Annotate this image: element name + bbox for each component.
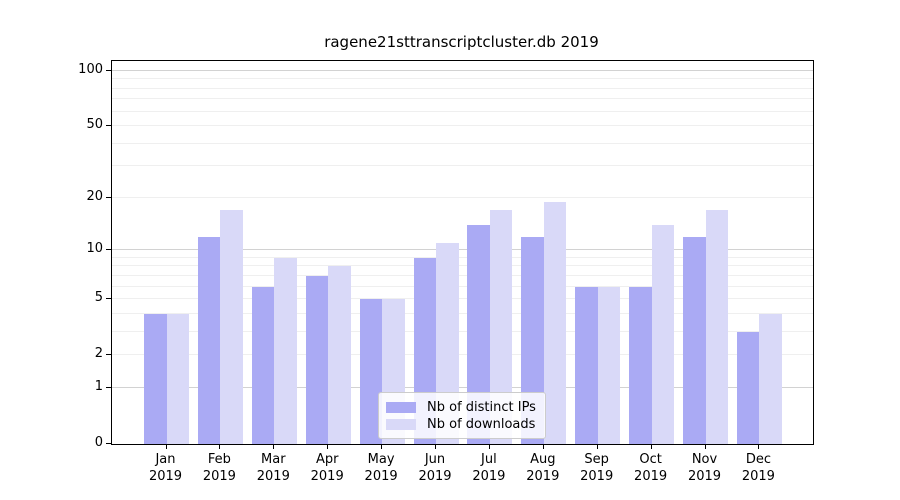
x-tick-label: Sep 2019 <box>580 452 614 484</box>
x-tick-label: Jul 2019 <box>472 452 506 484</box>
y-tick-mark <box>106 354 111 356</box>
gridline-minor <box>112 312 813 314</box>
x-tick-label: Apr 2019 <box>310 452 344 484</box>
y-tick-label: 0 <box>94 435 103 450</box>
legend-item-downloads: Nb of downloads <box>386 416 536 432</box>
gridline-minor <box>112 142 813 144</box>
bars-layer <box>112 61 813 444</box>
y-tick-label: 100 <box>78 61 103 77</box>
y-tick-mark <box>106 386 111 388</box>
bar-downloads-apr <box>328 266 351 444</box>
gridline-minor <box>112 78 813 80</box>
legend-swatch-distinct-ips-icon <box>386 401 416 413</box>
gridlines-layer <box>112 61 813 444</box>
legend-swatch-downloads-icon <box>386 418 416 430</box>
bar-distinct-ips-may <box>359 299 383 444</box>
x-tick-mark <box>165 444 167 449</box>
gridline-major <box>112 69 813 71</box>
x-tick-label: May 2019 <box>364 452 398 484</box>
x-tick-mark <box>488 444 490 449</box>
x-tick-mark <box>542 444 544 449</box>
bar-distinct-ips-apr <box>305 275 329 444</box>
y-tick-label: 5 <box>94 290 103 306</box>
gridline-minor <box>112 298 813 300</box>
chart-title: ragene21sttranscriptcluster.db 2019 <box>324 33 599 51</box>
gridline-major <box>112 386 813 388</box>
y-tick-label: 20 <box>86 188 103 204</box>
bar-distinct-ips-nov <box>683 236 706 444</box>
gridline-minor <box>112 354 813 356</box>
y-tick-label: 50 <box>86 117 103 133</box>
bar-downloads-oct <box>651 225 675 444</box>
bar-distinct-ips-jul <box>467 225 490 444</box>
bar-distinct-ips-oct <box>629 286 652 444</box>
bar-distinct-ips-dec <box>736 331 760 444</box>
x-tick-mark <box>758 444 760 449</box>
gridline-minor <box>112 330 813 332</box>
x-tick-mark <box>327 444 329 449</box>
y-tick-label: 2 <box>94 346 103 362</box>
gridline-minor <box>112 285 813 287</box>
x-tick-mark <box>381 444 383 449</box>
x-tick-mark <box>704 444 706 449</box>
gridline-minor <box>112 165 813 167</box>
x-tick-label: Oct 2019 <box>634 452 668 484</box>
bar-downloads-dec <box>759 313 782 444</box>
x-tick-label: Jan 2019 <box>148 452 183 484</box>
gridline-minor <box>112 196 813 198</box>
x-tick-label: Nov 2019 <box>687 452 722 484</box>
bar-downloads-jan <box>166 313 189 444</box>
bar-downloads-nov <box>705 210 728 444</box>
x-tick-mark <box>435 444 436 449</box>
x-tick-label: Dec 2019 <box>741 452 775 484</box>
x-tick-mark <box>596 444 598 449</box>
bar-downloads-mar <box>274 257 297 444</box>
gridline-minor <box>112 98 813 100</box>
bar-downloads-sep <box>597 286 621 444</box>
x-tick-label: Jun 2019 <box>418 452 452 484</box>
y-tick-mark <box>106 125 111 127</box>
bar-distinct-ips-mar <box>251 286 275 444</box>
x-tick-label: Aug 2019 <box>526 452 560 484</box>
x-tick-mark <box>273 444 275 449</box>
bar-distinct-ips-sep <box>575 286 598 444</box>
gridline-minor <box>112 256 813 258</box>
legend-item-distinct-ips: Nb of distinct IPs <box>386 399 536 415</box>
bar-distinct-ips-jan <box>144 313 167 444</box>
y-tick-mark <box>106 69 111 71</box>
x-tick-label: Mar 2019 <box>256 452 290 484</box>
y-tick-label: 1 <box>94 378 103 394</box>
gridline-minor <box>112 87 813 89</box>
bar-downloads-aug <box>543 201 567 444</box>
x-tick-mark <box>219 444 221 449</box>
gridline-minor <box>112 274 813 276</box>
x-tick-label: Feb 2019 <box>202 452 236 484</box>
y-tick-mark <box>106 298 111 300</box>
y-tick-mark <box>106 249 111 251</box>
bar-downloads-feb <box>220 210 243 444</box>
gridline-minor <box>112 265 813 267</box>
gridline-minor <box>112 125 813 127</box>
legend: Nb of distinct IPs Nb of downloads <box>378 392 546 439</box>
legend-label-downloads: Nb of downloads <box>427 416 536 432</box>
x-tick-mark <box>650 444 652 449</box>
plot-area <box>111 60 814 445</box>
bar-downloads-jul <box>489 210 513 444</box>
y-tick-mark <box>106 196 111 198</box>
y-tick-mark <box>106 443 111 444</box>
gridline-major <box>112 249 813 251</box>
y-tick-label: 10 <box>86 241 103 257</box>
bar-distinct-ips-feb <box>197 236 221 444</box>
gridline-minor <box>112 110 813 112</box>
legend-label-distinct-ips: Nb of distinct IPs <box>427 399 536 415</box>
